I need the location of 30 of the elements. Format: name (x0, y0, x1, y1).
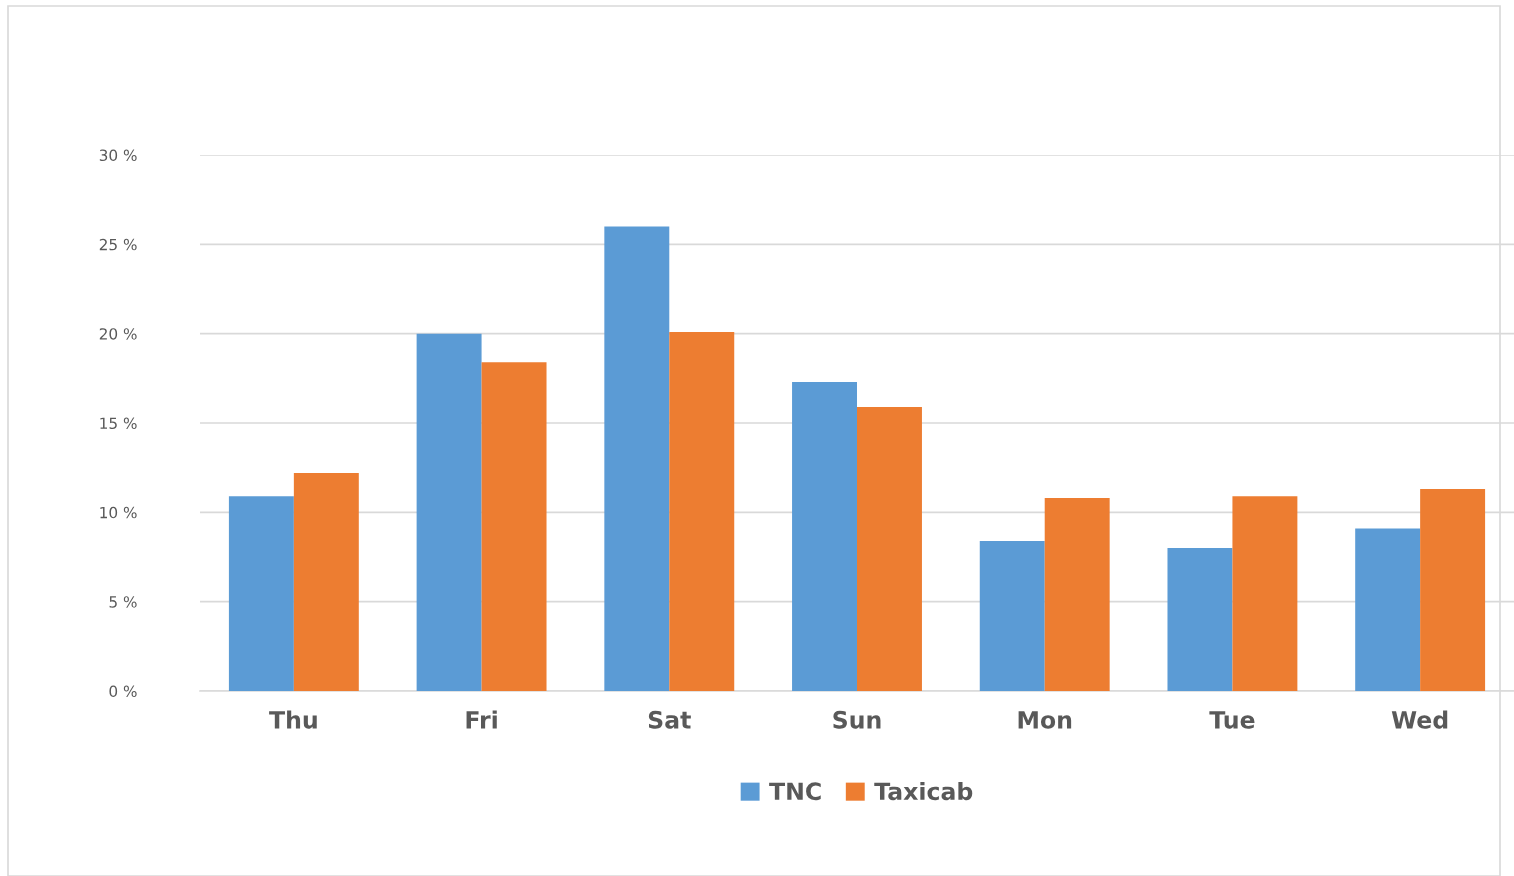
x-tick-label: Mon (1018, 711, 1072, 729)
y-tick-label: 20 % (99, 328, 137, 340)
x-tick-label: Tue (1209, 711, 1255, 729)
y-tick-label: 5 % (109, 596, 137, 608)
y-tick-label: 15 % (100, 417, 137, 430)
bar (1232, 496, 1298, 691)
bar (416, 333, 482, 691)
y-tick-label: 25 % (99, 238, 137, 251)
legend-label: Taxicab (874, 781, 973, 801)
bar (1355, 528, 1421, 691)
bar (481, 362, 547, 691)
bar (293, 473, 359, 691)
bar (792, 381, 857, 691)
x-tick-label: Fri (466, 710, 497, 729)
x-tick-label: Sat (648, 710, 691, 729)
bar (1167, 548, 1233, 691)
bar (669, 331, 735, 691)
x-tick-label: Sun (833, 710, 881, 729)
y-tick-label: 30 % (99, 149, 137, 162)
bar (604, 226, 670, 691)
x-tick-label: Thu (269, 710, 317, 729)
bar (1044, 498, 1110, 691)
bar (857, 406, 922, 691)
bar (228, 496, 294, 691)
y-tick-label: 10 % (100, 506, 137, 519)
legend-label: TNC (769, 782, 821, 801)
bar (1420, 489, 1486, 691)
x-tick-label: Wed (1391, 710, 1448, 729)
bar (979, 540, 1045, 691)
y-tick-label: 0 % (109, 685, 137, 698)
